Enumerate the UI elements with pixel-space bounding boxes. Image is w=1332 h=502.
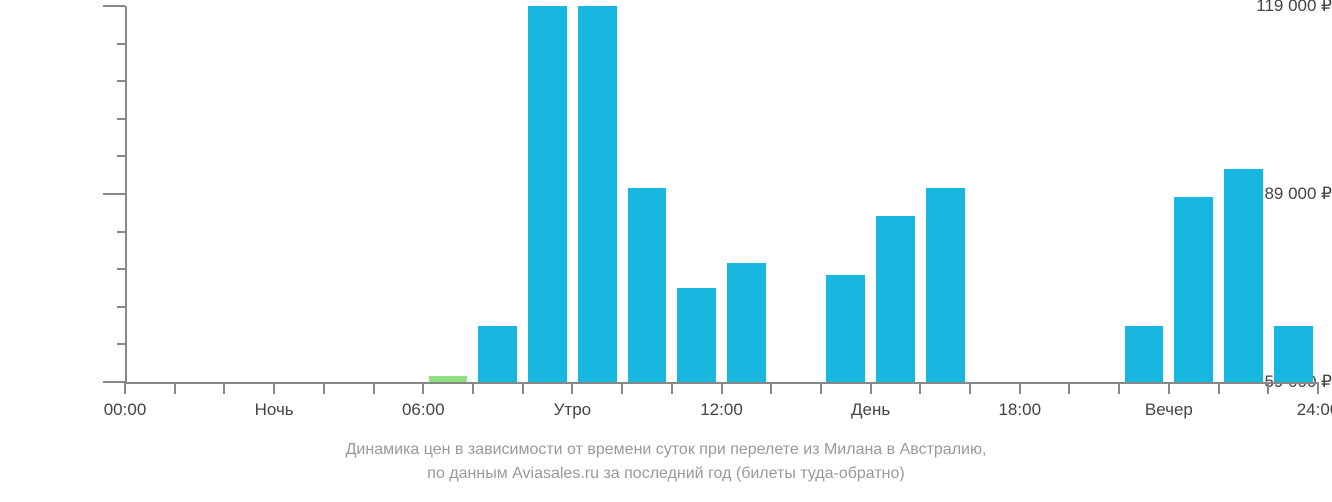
x-tick [770, 382, 772, 394]
price-bar [677, 288, 716, 382]
x-tick [969, 382, 971, 394]
x-tick [671, 382, 673, 394]
x-tick [522, 382, 524, 394]
x-period-label: Вечер [1145, 400, 1193, 420]
x-tick [124, 382, 126, 394]
price-bar [926, 188, 965, 382]
price-bar [1174, 197, 1213, 382]
x-tick [870, 382, 872, 394]
x-tick [1019, 382, 1021, 394]
x-tick [621, 382, 623, 394]
y-tick-minor [117, 43, 125, 45]
x-tick [1068, 382, 1070, 394]
price-bar [1125, 326, 1164, 382]
x-period-label: Утро [554, 400, 592, 420]
x-tick [174, 382, 176, 394]
x-period-label: Ночь [255, 400, 294, 420]
y-tick [103, 5, 125, 7]
x-tick [223, 382, 225, 394]
x-tick [721, 382, 723, 394]
y-tick [103, 193, 125, 195]
x-tick [919, 382, 921, 394]
x-tick [472, 382, 474, 394]
y-tick-minor [117, 231, 125, 233]
x-hour-label: 12:00 [700, 400, 743, 420]
x-tick [422, 382, 424, 394]
price-bar [826, 275, 865, 382]
x-tick [820, 382, 822, 394]
y-tick-minor [117, 80, 125, 82]
price-bar [1224, 169, 1263, 382]
x-tick [373, 382, 375, 394]
x-tick [323, 382, 325, 394]
x-tick [1317, 382, 1319, 394]
y-tick [103, 381, 125, 383]
y-tick-minor [117, 306, 125, 308]
x-tick [1118, 382, 1120, 394]
y-axis-line [125, 6, 127, 382]
x-hour-label: 06:00 [402, 400, 445, 420]
price-bar [528, 6, 567, 382]
price-bar [429, 376, 468, 382]
y-tick-minor [117, 343, 125, 345]
price-bar [727, 263, 766, 382]
x-hour-label: 18:00 [998, 400, 1041, 420]
y-tick-minor [117, 118, 125, 120]
price-bar [628, 188, 667, 382]
chart-caption: Динамика цен в зависимости от времени су… [0, 438, 1332, 486]
x-tick [1267, 382, 1269, 394]
y-axis-label: 119 000 ₽ [1237, 0, 1332, 16]
price-bar [876, 216, 915, 382]
x-hour-label: 00:00 [104, 400, 147, 420]
x-tick [273, 382, 275, 394]
x-tick [1218, 382, 1220, 394]
price-bar [578, 6, 617, 382]
y-tick-minor [117, 268, 125, 270]
x-hour-label: 24:00 [1297, 400, 1332, 420]
x-tick [1168, 382, 1170, 394]
price-bar [1274, 326, 1313, 382]
y-tick-minor [117, 155, 125, 157]
price-bar [478, 326, 517, 382]
x-tick [571, 382, 573, 394]
caption-line2: по данным Aviasales.ru за последний год … [427, 465, 904, 482]
price-by-time-chart: 59 000 ₽89 000 ₽119 000 ₽ 00:0006:0012:0… [0, 0, 1332, 502]
x-period-label: День [851, 400, 890, 420]
caption-line1: Динамика цен в зависимости от времени су… [346, 441, 987, 458]
